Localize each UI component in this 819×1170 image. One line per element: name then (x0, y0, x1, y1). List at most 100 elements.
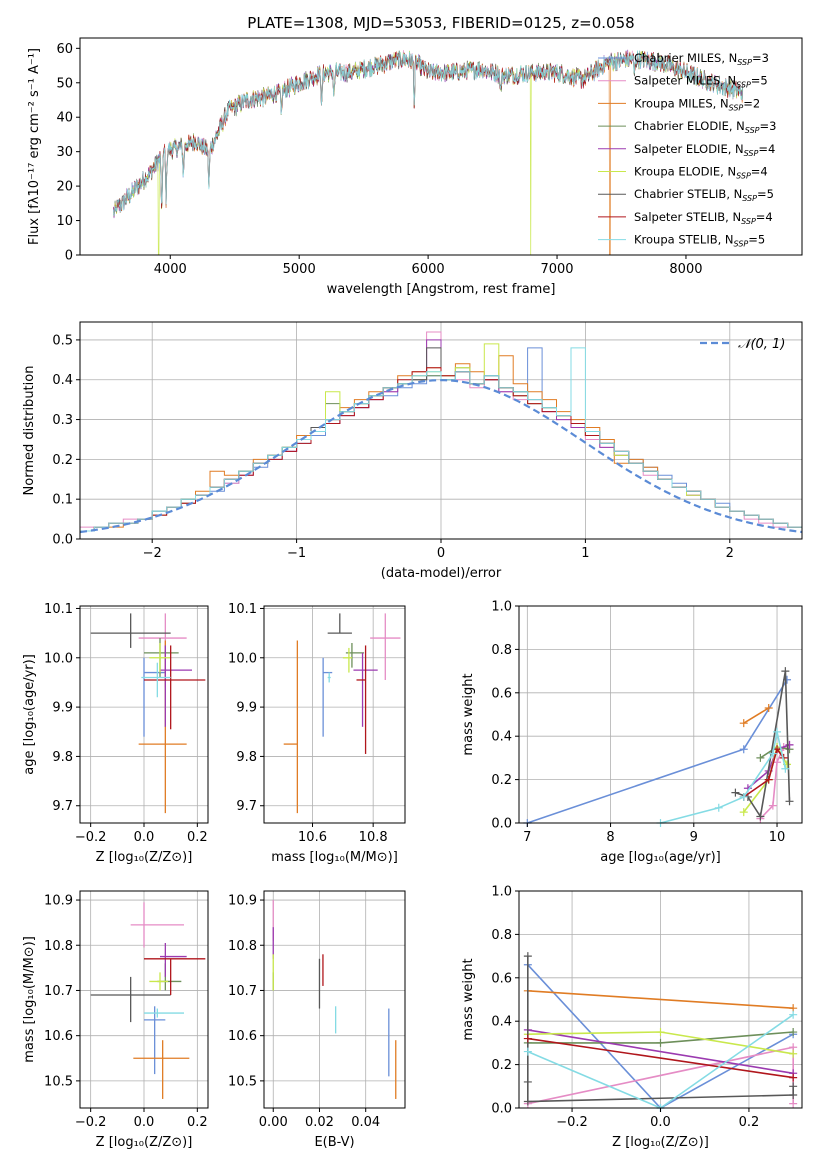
legend-subscript: SSP (742, 194, 757, 203)
x-axis-label: Z [log₁₀(Z/Z⊙)] (96, 850, 193, 865)
age_vs_z-panel: −0.2 0.0 0.2 9.7 9.8 9.9 10.0 10.1 Z [log₁₀(Z/Z⊙… (22, 602, 209, 865)
x-tick-label: 4000 (154, 262, 187, 277)
x-tick-label: −0.2 (556, 1115, 588, 1130)
weight-marker (756, 812, 765, 821)
y-axis-label: Flux [fλ10⁻¹⁷ erg cm⁻² s⁻¹ A⁻¹] (27, 48, 42, 245)
legend-count: =4 (758, 142, 775, 156)
weight-marker (789, 1010, 798, 1019)
errorbars (90, 902, 206, 1099)
weight-marker (789, 1099, 798, 1108)
errorbar-salpeter_miles (138, 613, 187, 688)
errorbar-kroupa_elodie (149, 972, 168, 991)
y-tick-label: 0.2 (52, 453, 73, 468)
y-axis-label: age [log₁₀(age/yr)] (22, 654, 37, 775)
weight-line-salpeter_elodie (747, 744, 790, 789)
x-tick-label: 0.2 (739, 1115, 760, 1130)
y-tick-label: 10.0 (44, 651, 73, 666)
legend-subscript: SSP (734, 240, 749, 249)
weight-line-salpeter_stelib (527, 1037, 794, 1079)
errorbar-kroupa_stelib (141, 662, 171, 698)
y-tick-label: 9.8 (52, 750, 73, 765)
x-tick-label: 6000 (412, 262, 445, 277)
x-tick-label: 0.2 (187, 1115, 208, 1130)
legend-name: Salpeter MILES, N (634, 74, 736, 88)
y-tick-label: 0.0 (491, 817, 512, 832)
x-tick-label: 7 (523, 830, 531, 845)
x-tick-label: 8000 (669, 262, 702, 277)
weight-line-kroupa_miles (743, 707, 770, 724)
legend-name: Salpeter STELIB, N (634, 210, 741, 224)
y-tick-label: 0.5 (52, 333, 73, 348)
legend-count: =2 (743, 96, 760, 110)
y-axis-label: mass weight (461, 958, 476, 1040)
weight-lines (523, 667, 794, 827)
weight-marker (789, 1049, 798, 1058)
weight-marker (789, 1090, 798, 1099)
y-tick-label: 0.2 (491, 1058, 512, 1073)
weight-marker (714, 803, 723, 812)
x-axis-label: Z [log₁₀(Z/Z⊙)] (612, 1135, 709, 1150)
weight-marker (781, 667, 790, 676)
legend-label: Salpeter STELIB, NSSP=4 (634, 210, 773, 226)
legend-name: Chabrier ELODIE, N (634, 119, 745, 133)
legend-name: Kroupa STELIB, N (634, 233, 734, 247)
legend-label: Kroupa MILES, NSSP=2 (634, 96, 760, 112)
weight-marker (785, 740, 794, 749)
y-tick-label: 0.0 (491, 1102, 512, 1117)
legend-label: 𝒩(0, 1) (738, 337, 785, 352)
mass_vs_ebv-panel: 0.00 0.02 0.04 10.5 10.6 10.7 10.8 10.9 E(B-V) (228, 890, 406, 1150)
y-tick-label: 0.8 (491, 643, 512, 658)
y-tick-label: 10 (56, 214, 73, 229)
x-tick-label: 10.6 (298, 830, 327, 845)
errorbar-kroupa_elodie (149, 642, 171, 673)
errorbar-kroupa_miles (283, 640, 299, 814)
y-tick-label: 50 (56, 76, 73, 91)
errorbar-kroupa_elodie (342, 647, 352, 673)
legend-name: Chabrier MILES, N (634, 51, 737, 65)
legend-count: =3 (752, 51, 769, 65)
errorbar-salpeter_stelib (144, 958, 206, 995)
y-tick-label: 9.7 (52, 799, 73, 814)
weight-line-kroupa_stelib (660, 731, 787, 824)
chart-title: PLATE=1308, MJD=53053, FIBERID=0125, z=0… (247, 14, 634, 32)
grid (264, 606, 405, 823)
y-tick-label: 1.0 (491, 600, 512, 615)
errorbar-salpeter_stelib (144, 645, 206, 730)
weight-marker (773, 758, 782, 767)
legend-count: =5 (748, 233, 765, 247)
y-tick-label: 0.3 (52, 413, 73, 428)
errorbar-salpeter_miles (130, 902, 184, 948)
x-tick-label: 0.00 (259, 1115, 288, 1130)
x-axis-label: mass [log₁₀(M/M⊙)] (271, 850, 398, 865)
x-axis-label: wavelength [Angstrom, rest frame] (327, 282, 556, 297)
spectrum-line-kroupa_stelib (113, 50, 744, 216)
y-tick-label: 0.4 (491, 1015, 512, 1030)
y-tick-label: 60 (56, 42, 73, 57)
y-tick-label: 10.6 (228, 1029, 257, 1044)
y-tick-label: 9.8 (236, 750, 257, 765)
legend-subscript: SSP (737, 58, 752, 67)
errorbar-chabrier_stelib (327, 613, 352, 634)
x-tick-label: 7000 (540, 262, 573, 277)
weight-marker (523, 952, 532, 961)
y-axis-label: mass [log₁₀(M/M⊙)] (22, 936, 37, 1063)
x-tick-label: 0 (437, 546, 445, 561)
y-axis-label: mass weight (461, 673, 476, 755)
y-tick-label: 30 (56, 145, 73, 160)
normal-curve (80, 379, 802, 534)
errorbar-chabrier_stelib (90, 613, 171, 648)
legend-label: Kroupa ELODIE, NSSP=4 (634, 165, 768, 181)
x-tick-label: 10.8 (359, 830, 388, 845)
legend-subscript: SSP (736, 172, 751, 181)
axes-frame (263, 605, 406, 824)
y-tick-label: 10.0 (228, 651, 257, 666)
weight-marker (764, 775, 773, 784)
legend-label: Chabrier MILES, NSSP=3 (634, 51, 769, 67)
y-tick-label: 10.8 (228, 939, 257, 954)
legend-count: =4 (756, 210, 773, 224)
weight-marker (764, 703, 773, 712)
x-tick-label: −0.2 (75, 1115, 107, 1130)
y-tick-label: 10.1 (228, 602, 257, 617)
weight-marker (756, 753, 765, 762)
